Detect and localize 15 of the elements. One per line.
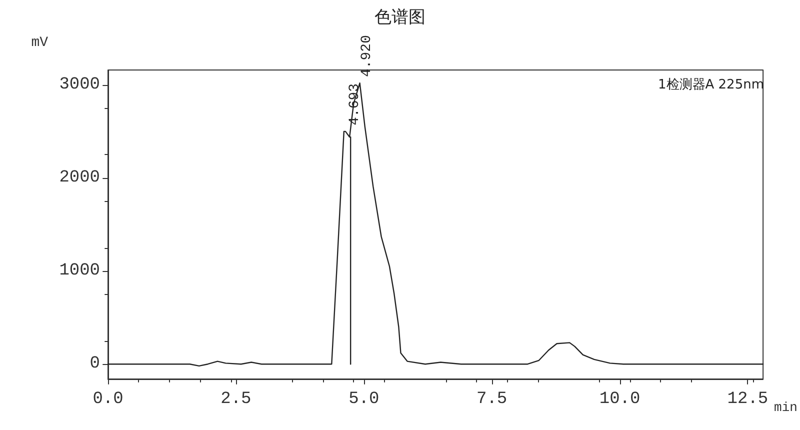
y-tick-label: 1000: [59, 262, 100, 281]
x-tick-label: 0.0: [92, 390, 124, 409]
x-tick-label: 2.5: [220, 390, 252, 409]
x-tick-label: 10.0: [599, 390, 640, 409]
annotation: 4.693: [347, 83, 364, 126]
y-tick-label: 0: [90, 354, 100, 374]
y-tick-label: 2000: [59, 168, 100, 188]
annotation: 4.920: [358, 35, 375, 78]
y-axis-title: mV: [31, 35, 49, 51]
x-axis-title: min: [774, 400, 798, 415]
x-tick-label: 12.5: [727, 390, 768, 409]
y-tick-label: 3000: [59, 75, 100, 94]
x-tick-label: 7.5: [476, 390, 508, 409]
chart-title: 色谱图: [374, 8, 426, 28]
x-tick-label: 5.0: [348, 390, 380, 409]
